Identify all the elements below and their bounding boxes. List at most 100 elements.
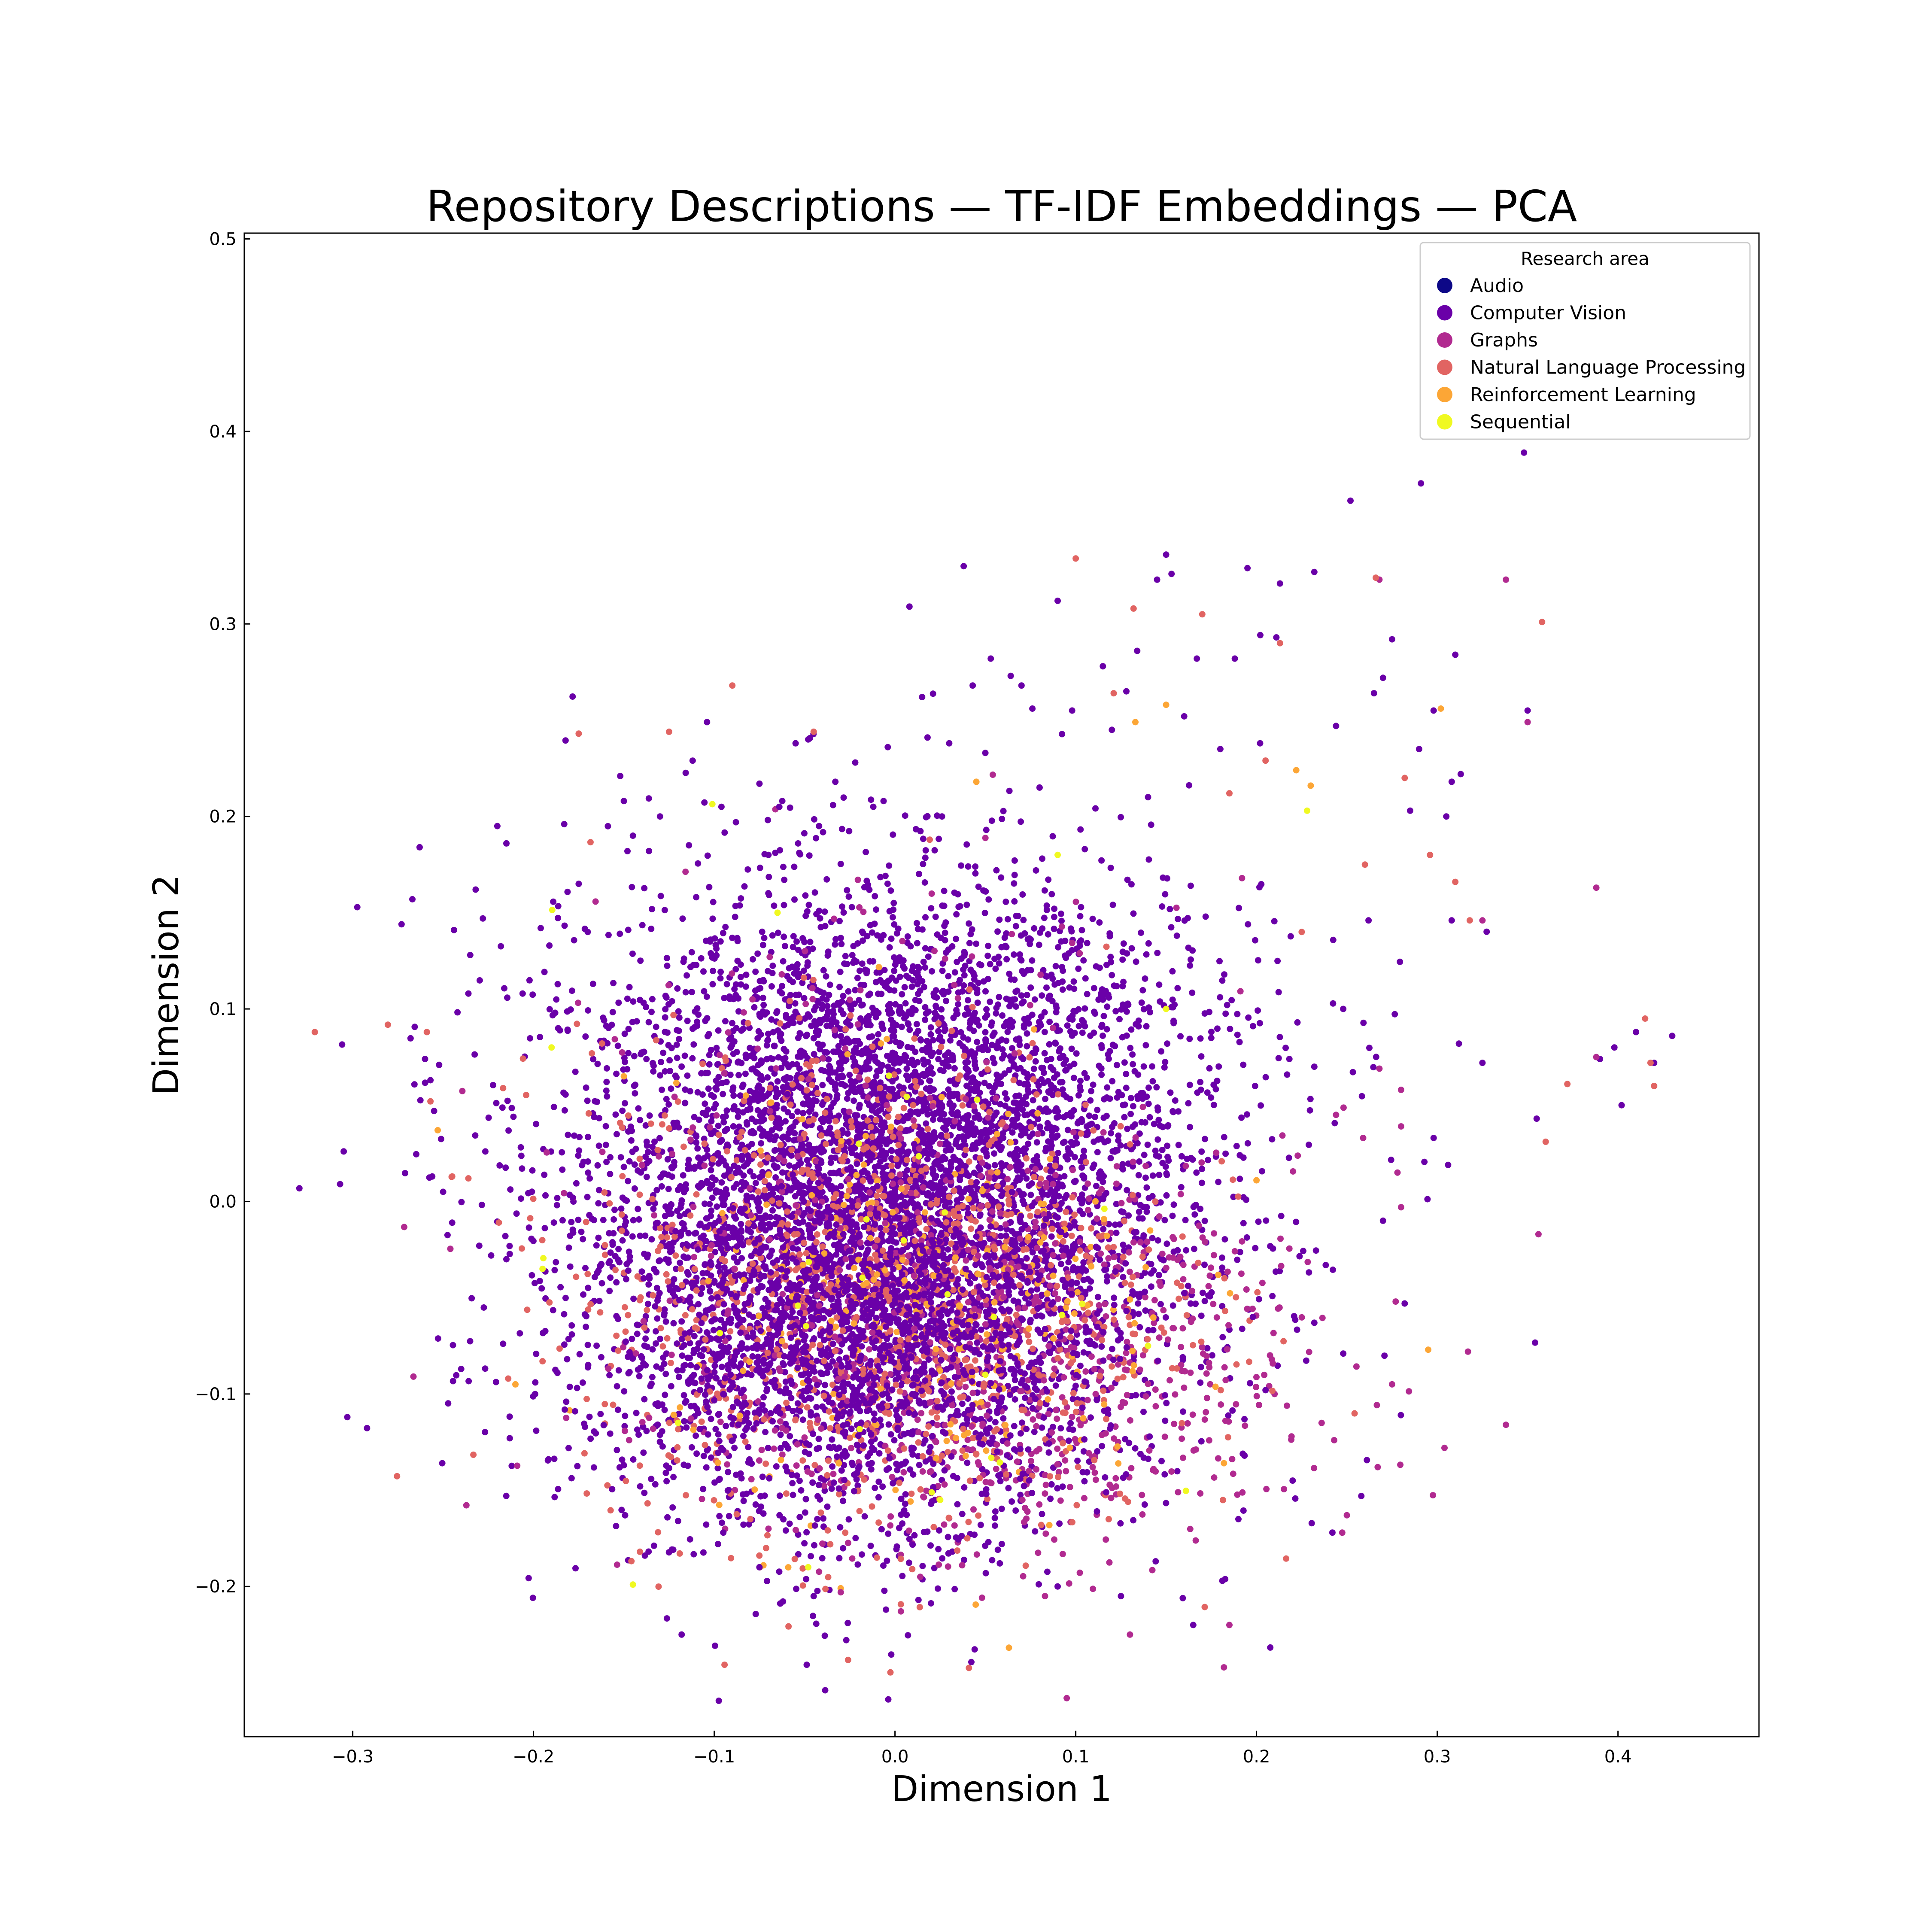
scatter-point-computer-vision — [661, 907, 668, 914]
scatter-point-computer-vision — [872, 1344, 878, 1351]
scatter-point-computer-vision — [957, 1029, 964, 1036]
scatter-point-computer-vision — [971, 1531, 978, 1538]
scatter-point-computer-vision — [902, 812, 908, 819]
scatter-point-computer-vision — [1118, 1208, 1125, 1215]
scatter-point-computer-vision — [651, 1138, 658, 1145]
scatter-point-computer-vision — [518, 1195, 524, 1202]
scatter-point-computer-vision — [836, 1555, 843, 1561]
scatter-point-computer-vision — [581, 1420, 588, 1427]
scatter-point-computer-vision — [885, 1063, 892, 1070]
scatter-point-computer-vision — [766, 1253, 773, 1260]
scatter-point-computer-vision — [559, 1149, 565, 1156]
scatter-point-computer-vision — [1170, 1302, 1176, 1309]
scatter-point-computer-vision — [1018, 992, 1025, 999]
scatter-point-computer-vision — [593, 1242, 600, 1249]
scatter-point-computer-vision — [719, 1519, 725, 1526]
scatter-point-computer-vision — [1243, 1196, 1250, 1203]
scatter-point-computer-vision — [649, 906, 655, 913]
scatter-point-computer-vision — [744, 1152, 751, 1159]
scatter-point-computer-vision — [688, 949, 695, 956]
scatter-point-computer-vision — [866, 1034, 873, 1041]
scatter-point-computer-vision — [965, 863, 972, 870]
scatter-point-computer-vision — [620, 1163, 627, 1170]
scatter-point-computer-vision — [467, 1338, 474, 1345]
scatter-point-computer-vision — [996, 916, 1003, 923]
scatter-point-computer-vision — [880, 1562, 887, 1569]
scatter-point-computer-vision — [688, 1444, 695, 1451]
scatter-point-computer-vision — [629, 884, 635, 890]
scatter-point-computer-vision — [1255, 1007, 1261, 1014]
scatter-point-computer-vision — [654, 1315, 661, 1322]
scatter-point-computer-vision — [1152, 1558, 1159, 1565]
scatter-point-computer-vision — [458, 1199, 465, 1206]
scatter-point-computer-vision — [1047, 1495, 1054, 1502]
scatter-point-computer-vision — [1148, 1270, 1154, 1277]
scatter-point-computer-vision — [852, 1112, 858, 1119]
scatter-point-computer-vision — [923, 1010, 930, 1017]
scatter-point-computer-vision — [858, 1089, 865, 1096]
scatter-point-computer-vision — [482, 1365, 489, 1372]
scatter-point-computer-vision — [584, 1342, 591, 1349]
scatter-point-computer-vision — [673, 1265, 680, 1272]
scatter-point-computer-vision — [1236, 1176, 1243, 1182]
scatter-point-computer-vision — [1019, 891, 1026, 898]
scatter-point-computer-vision — [600, 1217, 607, 1223]
scatter-point-computer-vision — [772, 1174, 779, 1181]
scatter-point-computer-vision — [550, 1219, 557, 1226]
scatter-point-computer-vision — [1039, 1424, 1045, 1431]
scatter-point-computer-vision — [1130, 1517, 1137, 1524]
scatter-point-computer-vision — [670, 1473, 677, 1480]
scatter-point-computer-vision — [1161, 1471, 1168, 1478]
scatter-point-computer-vision — [735, 1008, 742, 1015]
scatter-point-computer-vision — [722, 923, 729, 930]
scatter-point-computer-vision — [751, 1004, 758, 1011]
scatter-point-computer-vision — [740, 1521, 747, 1528]
scatter-point-computer-vision — [902, 1000, 909, 1007]
scatter-point-computer-vision — [730, 1092, 737, 1099]
scatter-point-computer-vision — [1018, 1419, 1025, 1426]
scatter-point-computer-vision — [1086, 1458, 1093, 1465]
scatter-point-computer-vision — [846, 828, 853, 835]
scatter-point-computer-vision — [695, 860, 702, 867]
scatter-point-computer-vision — [717, 938, 724, 945]
scatter-point-computer-vision — [662, 1014, 668, 1021]
scatter-point-computer-vision — [884, 881, 891, 887]
scatter-point-computer-vision — [821, 1068, 828, 1074]
scatter-point-computer-vision — [640, 1449, 647, 1456]
scatter-point-computer-vision — [823, 973, 829, 980]
scatter-point-computer-vision — [848, 1145, 854, 1152]
scatter-point-computer-vision — [586, 1175, 593, 1182]
scatter-point-computer-vision — [545, 1456, 552, 1463]
scatter-point-computer-vision — [339, 1041, 346, 1048]
scatter-point-computer-vision — [501, 985, 507, 992]
scatter-point-computer-vision — [869, 929, 875, 936]
scatter-point-computer-vision — [920, 861, 927, 868]
scatter-point-computer-vision — [1022, 1295, 1029, 1302]
scatter-point-computer-vision — [682, 1255, 689, 1261]
scatter-point-computer-vision — [755, 1410, 762, 1417]
scatter-point-computer-vision — [1118, 814, 1124, 820]
scatter-point-computer-vision — [519, 1165, 526, 1172]
scatter-point-computer-vision — [626, 1158, 633, 1165]
scatter-point-computer-vision — [1143, 1094, 1150, 1100]
scatter-point-computer-vision — [711, 1278, 718, 1285]
scatter-point-computer-vision — [827, 1185, 834, 1192]
scatter-point-computer-vision — [1024, 992, 1030, 999]
scatter-point-computer-vision — [1030, 1097, 1036, 1104]
scatter-point-computer-vision — [887, 1057, 894, 1063]
scatter-point-computer-vision — [608, 1021, 615, 1028]
scatter-point-computer-vision — [542, 1295, 549, 1302]
scatter-point-computer-vision — [533, 1350, 540, 1357]
scatter-point-computer-vision — [633, 1410, 640, 1416]
scatter-point-computer-vision — [517, 1144, 524, 1151]
scatter-point-computer-vision — [714, 1203, 720, 1210]
scatter-point-computer-vision — [1034, 1262, 1041, 1269]
scatter-point-computer-vision — [659, 1443, 666, 1450]
scatter-point-computer-vision — [1060, 1139, 1066, 1146]
scatter-point-computer-vision — [536, 1278, 543, 1285]
scatter-point-computer-vision — [1164, 1123, 1171, 1130]
scatter-point-computer-vision — [720, 930, 726, 936]
scatter-point-computer-vision — [538, 1285, 545, 1292]
scatter-point-computer-vision — [945, 1246, 951, 1253]
scatter-point-computer-vision — [1117, 1520, 1124, 1527]
